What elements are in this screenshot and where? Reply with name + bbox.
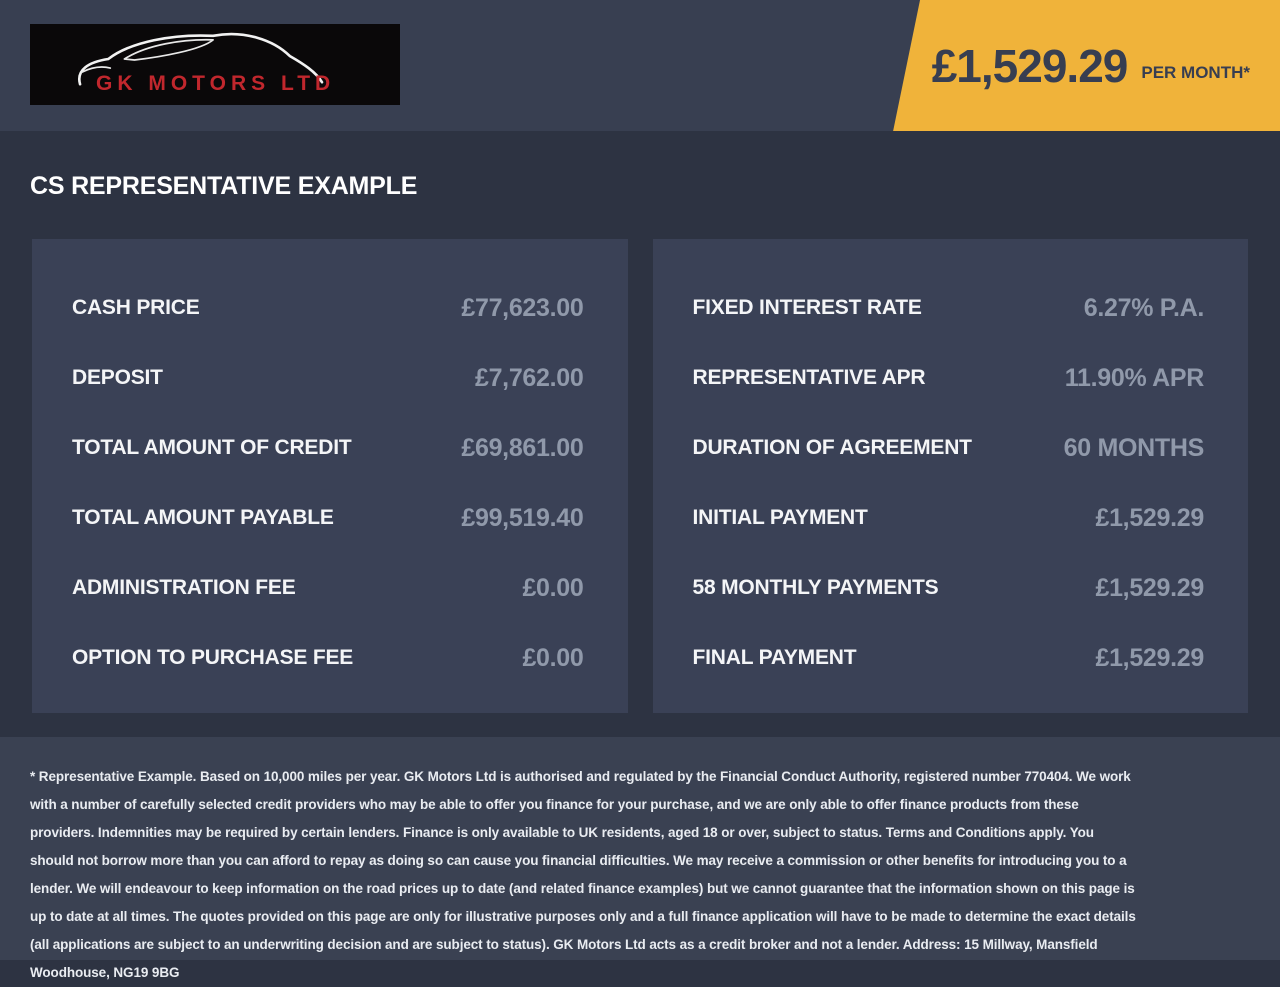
- finance-row-interest-rate: FIXED INTEREST RATE 6.27% P.A.: [693, 273, 1205, 343]
- finance-row-duration: DURATION OF AGREEMENT 60 MONTHS: [693, 413, 1205, 483]
- finance-label: ADMINISTRATION FEE: [72, 576, 296, 599]
- finance-row-option-fee: OPTION TO PURCHASE FEE £0.00: [72, 623, 584, 693]
- finance-value: £69,861.00: [461, 433, 584, 462]
- finance-value: 60 MONTHS: [1063, 433, 1205, 462]
- dealer-brand-text: GK MOTORS LTD: [96, 72, 336, 95]
- finance-value: £0.00: [522, 573, 584, 602]
- finance-label: FIXED INTEREST RATE: [692, 296, 922, 319]
- finance-label: INITIAL PAYMENT: [692, 506, 868, 529]
- finance-label: TOTAL AMOUNT OF CREDIT: [72, 436, 352, 459]
- finance-label: OPTION TO PURCHASE FEE: [72, 646, 354, 669]
- finance-row-monthly-payments: 58 MONTHLY PAYMENTS £1,529.29: [693, 553, 1205, 623]
- finance-value: £99,519.40: [461, 503, 584, 532]
- disclaimer-text: * Representative Example. Based on 10,00…: [30, 769, 1136, 980]
- finance-row-initial-payment: INITIAL PAYMENT £1,529.29: [693, 483, 1205, 553]
- finance-row-admin-fee: ADMINISTRATION FEE £0.00: [72, 553, 584, 623]
- finance-value: £1,529.29: [1095, 643, 1204, 672]
- dealer-logo: GK MOTORS LTD: [30, 24, 400, 105]
- finance-label: TOTAL AMOUNT PAYABLE: [72, 506, 334, 529]
- finance-label: REPRESENTATIVE APR: [692, 366, 926, 389]
- finance-row-total-credit: TOTAL AMOUNT OF CREDIT £69,861.00: [72, 413, 584, 483]
- finance-label: FINAL PAYMENT: [692, 646, 857, 669]
- car-outline-icon: [77, 32, 324, 86]
- monthly-price-period: PER MONTH*: [1141, 62, 1250, 82]
- finance-panel-left: CASH PRICE £77,623.00 DEPOSIT £7,762.00 …: [32, 239, 628, 713]
- finance-row-apr: REPRESENTATIVE APR 11.90% APR: [693, 343, 1205, 413]
- finance-row-total-payable: TOTAL AMOUNT PAYABLE £99,519.40: [72, 483, 584, 553]
- monthly-price-amount: £1,529.29: [931, 39, 1129, 92]
- finance-row-deposit: DEPOSIT £7,762.00: [72, 343, 584, 413]
- finance-label: 58 MONTHLY PAYMENTS: [692, 576, 939, 599]
- finance-value: £77,623.00: [461, 293, 584, 322]
- finance-row-final-payment: FINAL PAYMENT £1,529.29: [693, 623, 1205, 693]
- finance-value: £7,762.00: [474, 363, 584, 392]
- finance-panel-right: FIXED INTEREST RATE 6.27% P.A. REPRESENT…: [652, 239, 1248, 713]
- disclaimer-footer: * Representative Example. Based on 10,00…: [0, 737, 1280, 980]
- finance-value: £1,529.29: [1095, 573, 1204, 602]
- header-bar: GK MOTORS LTD £1,529.29 PER MONTH*: [0, 0, 1280, 131]
- finance-label: CASH PRICE: [72, 296, 200, 319]
- finance-value: £0.00: [522, 643, 584, 672]
- finance-value: 6.27% P.A.: [1083, 293, 1205, 322]
- finance-row-cash-price: CASH PRICE £77,623.00: [72, 273, 584, 343]
- finance-value: £1,529.29: [1095, 503, 1204, 532]
- finance-label: DEPOSIT: [72, 366, 163, 389]
- finance-label: DURATION OF AGREEMENT: [692, 436, 972, 459]
- finance-panels: CASH PRICE £77,623.00 DEPOSIT £7,762.00 …: [32, 239, 1248, 713]
- price-banner: £1,529.29 PER MONTH*: [893, 0, 1280, 131]
- finance-value: 11.90% APR: [1064, 363, 1205, 392]
- page-title: CS REPRESENTATIVE EXAMPLE: [30, 172, 418, 200]
